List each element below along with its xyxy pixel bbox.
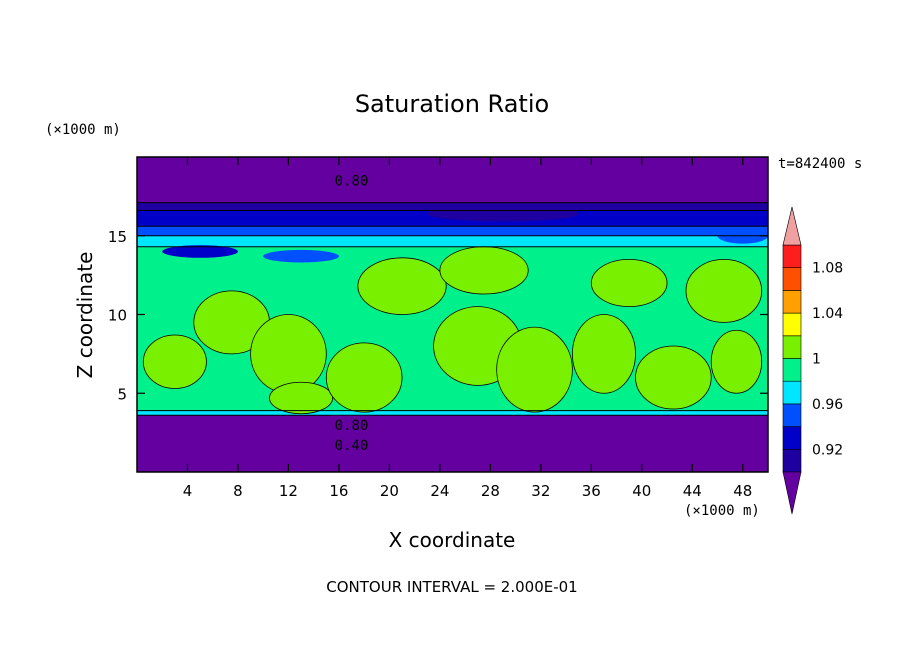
x-tick-label-40: 40 <box>632 482 651 500</box>
y-tick-label-15: 15 <box>108 228 127 246</box>
y-axis-title: Z coordinate <box>73 252 97 379</box>
colorbar-under-arrow <box>782 471 802 515</box>
z-unit-label: (×1000 m) <box>45 122 121 138</box>
x-unit-label: (×1000 m) <box>684 503 760 519</box>
contour-lines <box>137 202 768 416</box>
patch-9 <box>571 314 636 394</box>
time-label: t=842400 s <box>778 156 862 172</box>
contour-label-bg-0 <box>329 171 374 189</box>
chart-title: Saturation Ratio <box>355 90 549 118</box>
colorbar: 0.92 0.96 1 1.04 1.08 <box>782 206 843 515</box>
colorbar-swatch-2 <box>782 403 802 427</box>
colorbar-label-1: 0.96 <box>812 397 843 413</box>
contour-label-2: 0.40 <box>335 438 369 454</box>
x-tick-label-36: 36 <box>582 482 601 500</box>
patch-11 <box>635 345 712 410</box>
y-tick-label-10: 10 <box>108 307 127 325</box>
colorbar-label-2: 1 <box>812 352 821 368</box>
band-1 <box>137 410 768 416</box>
patch-4 <box>325 342 403 413</box>
filament-1 <box>263 249 339 263</box>
x-tick-label-20: 20 <box>380 482 399 500</box>
x-tick-label-32: 32 <box>531 482 550 500</box>
colorbar-swatch-4 <box>782 358 802 382</box>
band-4 <box>137 226 768 236</box>
contour-labels: 0.80 0.80 0.40 <box>329 171 374 454</box>
colorbar-swatch-1 <box>782 426 802 450</box>
contour-label-1: 0.80 <box>335 418 369 434</box>
patch-12 <box>685 258 763 323</box>
x-tick-label-4: 4 <box>183 482 193 500</box>
patch-6 <box>439 246 529 295</box>
contour-label-bg-1 <box>329 415 374 433</box>
colorbar-label-4: 1.08 <box>812 261 843 277</box>
y-axis-ticks: 5 10 15 <box>108 228 768 403</box>
patch-2 <box>250 314 327 394</box>
x-tick-label-28: 28 <box>481 482 500 500</box>
colorbar-swatch-6 <box>782 312 802 337</box>
colorbar-swatch-5 <box>782 335 802 359</box>
x-tick-label-16: 16 <box>329 482 348 500</box>
plot-area <box>137 157 768 472</box>
band-6 <box>137 202 768 211</box>
filament-2 <box>427 205 579 222</box>
band-0 <box>137 415 768 472</box>
patch-5 <box>357 257 447 315</box>
x-tick-label-44: 44 <box>683 482 702 500</box>
colorbar-swatch-8 <box>782 267 802 291</box>
x-axis-ticks: 4 8 12 16 20 24 28 32 36 40 44 48 <box>183 157 752 500</box>
contour-label-bg-2 <box>329 436 374 454</box>
patch-3 <box>269 381 334 415</box>
band-3 <box>137 235 768 247</box>
filament-0 <box>162 245 238 258</box>
contour-label-0: 0.80 <box>335 174 369 190</box>
colorbar-swatch-3 <box>782 380 802 405</box>
colorbar-swatch-0 <box>782 448 802 473</box>
x-axis-title: X coordinate <box>389 528 516 552</box>
x-tick-label-48: 48 <box>733 482 752 500</box>
y-tick-label-5: 5 <box>117 385 127 403</box>
colorbar-label-3: 1.04 <box>812 306 843 322</box>
patch-13 <box>710 329 763 394</box>
colorbar-over-arrow <box>782 206 802 246</box>
colorbar-label-0: 0.92 <box>812 442 843 458</box>
x-tick-label-8: 8 <box>233 482 243 500</box>
x-tick-label-12: 12 <box>279 482 298 500</box>
x-tick-label-24: 24 <box>430 482 449 500</box>
patch-8 <box>496 326 573 413</box>
patch-0 <box>142 334 207 389</box>
band-7 <box>137 157 768 203</box>
colorbar-swatch-7 <box>782 290 802 314</box>
colorbar-swatch-9 <box>782 244 802 269</box>
patch-10 <box>590 258 668 308</box>
contour-interval-footer: CONTOUR INTERVAL = 2.000E-01 <box>326 578 577 596</box>
